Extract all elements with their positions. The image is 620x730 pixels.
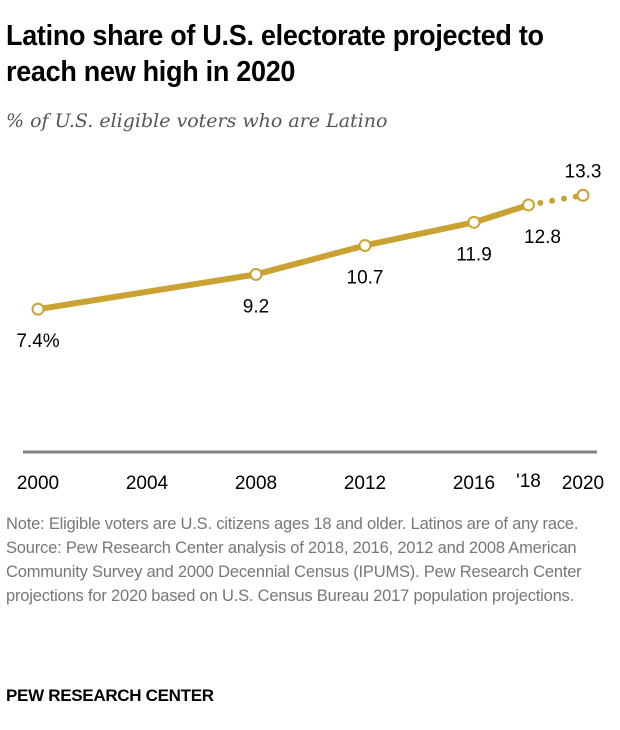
data-point-marker-2020	[576, 188, 590, 202]
data-label-2018: 12.8	[524, 227, 561, 248]
line-chart: 7.4% 9.2 10.7 11.9 12.8 13.3 2000 2004 2008 2012…	[16, 161, 604, 494]
marker-group	[31, 188, 590, 316]
x-tick-label-2000: 2000	[17, 473, 59, 494]
notes-block: Note: Eligible voters are U.S. citizens …	[6, 512, 616, 608]
x-tick-label-2018: '18	[516, 471, 541, 492]
data-point-marker-2008	[249, 267, 263, 281]
series-line-group	[35, 192, 586, 313]
series-line-solid	[35, 201, 532, 313]
data-label-2000: 7.4%	[16, 331, 59, 352]
data-label-2020: 13.3	[565, 161, 602, 182]
x-tick-label-2004: 2004	[126, 473, 169, 494]
data-point-marker-2012	[358, 238, 372, 252]
data-point-marker-2000	[31, 302, 45, 316]
chart-title: Latino share of U.S. electorate projecte…	[6, 20, 544, 88]
x-tick-label-2016: 2016	[453, 473, 495, 494]
x-tick-label-2020: 2020	[562, 473, 604, 494]
series-line-projected	[525, 192, 586, 208]
x-tick-label-2012: 2012	[344, 473, 386, 494]
data-label-group: 7.4% 9.2 10.7 11.9 12.8 13.3	[16, 161, 601, 352]
data-label-2016: 11.9	[456, 244, 492, 265]
chart-subtitle: % of U.S. eligible voters who are Latino	[6, 110, 388, 132]
x-tick-label-2008: 2008	[235, 473, 277, 494]
pew-research-center-logo: PEW RESEARCH CENTER	[6, 686, 214, 705]
note-text: Note: Eligible voters are U.S. citizens …	[6, 515, 579, 533]
data-label-2012: 10.7	[347, 267, 384, 288]
source-text: Source: Pew Research Center analysis of …	[6, 539, 582, 605]
data-point-marker-2018	[522, 198, 535, 212]
data-label-2008: 9.2	[243, 296, 269, 317]
data-point-marker-2016	[467, 215, 481, 229]
x-tick-label-group: 2000 2004 2008 2012 2016 '18 2020	[17, 471, 604, 494]
